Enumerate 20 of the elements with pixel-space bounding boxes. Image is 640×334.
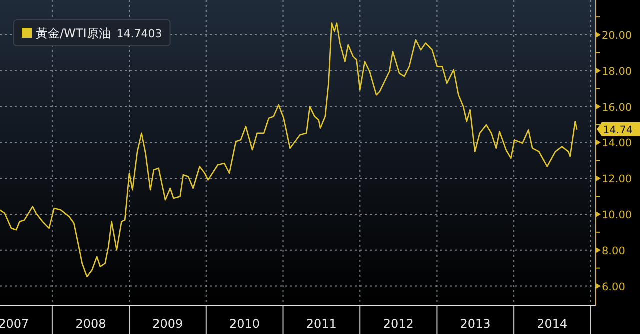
x-tick-label: 2014 [537, 317, 568, 331]
legend-label: 黃金/WTI原油 [36, 26, 111, 40]
annotation: 14.7403 [116, 28, 162, 40]
x-tick-label: 2008 [76, 317, 106, 331]
x-tick-label: 2010 [229, 317, 260, 331]
y-tick-label: 6.00 [602, 281, 626, 294]
y-tick-label: 8.00 [602, 245, 626, 258]
y-tick-label: 14.00 [602, 138, 632, 150]
y-tick-label: 10.00 [602, 209, 632, 222]
y-tick-label: 20.00 [602, 30, 632, 42]
annotation: 14.74 [603, 124, 634, 136]
y-tick-label: 12.00 [602, 174, 632, 186]
x-tick-label: 2007 [0, 317, 30, 331]
x-tick-label: 2012 [383, 317, 414, 331]
x-tick-label: 2013 [460, 317, 491, 331]
x-tick-label: 2009 [152, 317, 184, 331]
x-tick-label: 2011 [306, 317, 337, 331]
y-tick-label: 16.00 [602, 102, 632, 114]
y-tick-label: 18.00 [602, 66, 632, 78]
line-series [0, 22, 578, 278]
